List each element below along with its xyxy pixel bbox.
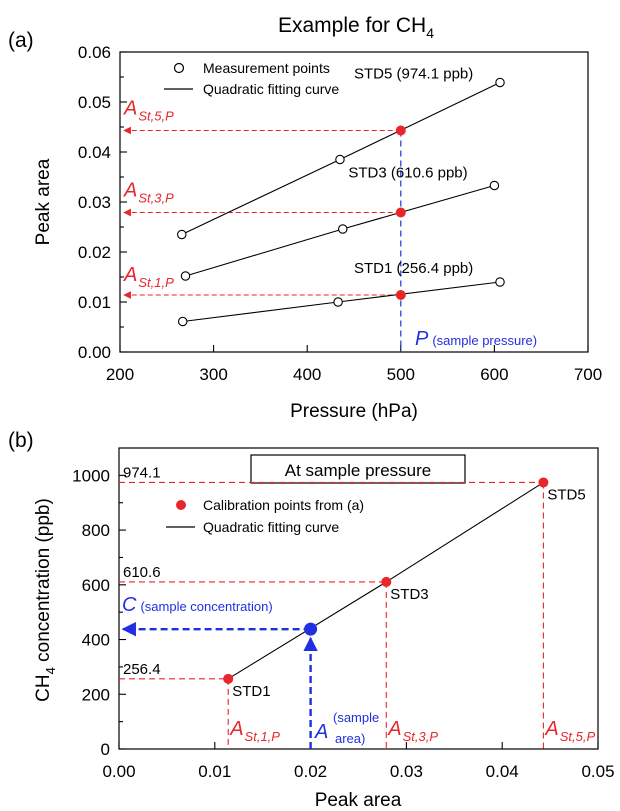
measurement-point bbox=[177, 316, 188, 327]
reference-area-label: ASt,5,P bbox=[544, 718, 595, 744]
panel-a-y-ticks: 0.00 0.01 0.02 0.03 0.04 0.05 0.06 bbox=[78, 43, 127, 362]
panel-a-y-tick-label: 0.03 bbox=[78, 193, 111, 212]
sample-pressure-label: P (sample pressure) bbox=[415, 328, 537, 350]
sample-area-note-1: (sample bbox=[333, 710, 379, 725]
panel-b-y-tick-label: 600 bbox=[82, 576, 110, 595]
panel-a-x-tick-label: 400 bbox=[293, 365, 321, 384]
panel-a-y-axis-label: Peak area bbox=[33, 158, 54, 245]
measurement-point bbox=[333, 297, 343, 307]
panel-a-legend-markers-text: Measurement points bbox=[203, 60, 330, 76]
panel-b-x-axis-label: Peak area bbox=[315, 790, 402, 811]
panel-b-x-tick-label: 0.02 bbox=[294, 762, 327, 781]
panel-b-x-tick-label: 0.05 bbox=[581, 762, 614, 781]
panel-a-x-tick-label: 600 bbox=[480, 365, 508, 384]
calibration-point bbox=[538, 477, 549, 488]
value-label: 256.4 bbox=[123, 661, 161, 678]
panel-b-box-title-frame bbox=[250, 454, 466, 484]
panel-a-x-tick-label: 700 bbox=[574, 365, 602, 384]
panel-a-x-ticks: 200 300 400 500 600 700 bbox=[106, 345, 602, 384]
point-label: STD3 bbox=[390, 586, 428, 603]
measurement-point bbox=[335, 154, 345, 165]
panel-b-x-tick-label: 0.04 bbox=[486, 762, 519, 781]
panel-b-plot-frame bbox=[118, 447, 599, 750]
sample-concentration-label: C (sample concentration) bbox=[122, 594, 273, 616]
reference-area-label: ASt,1,P bbox=[229, 718, 280, 744]
panel-b-x-tick-label: 0.00 bbox=[102, 762, 135, 781]
panel-a-x-tick-label: 300 bbox=[199, 365, 227, 384]
calibration-point bbox=[381, 576, 392, 587]
reference-area-label: ASt,3,P bbox=[123, 180, 174, 206]
panel-a-x-tick-label: 500 bbox=[387, 365, 415, 384]
measurement-point bbox=[180, 271, 191, 281]
reference-area-label: ASt,5,P bbox=[123, 98, 174, 124]
panel-b-label: (b) bbox=[8, 429, 34, 452]
sample-area-symbol: A bbox=[314, 721, 328, 743]
panel-a-reference-labels: STD5 (974.1 ppb) ASt,5,P STD3 (610.6 ppb) A… bbox=[123, 66, 473, 291]
measurement-point bbox=[177, 229, 187, 240]
value-label: 610.6 bbox=[123, 564, 161, 581]
panel-b-y-tick-label: 200 bbox=[82, 685, 110, 704]
panel-a-title: Example for CH4 bbox=[278, 14, 434, 41]
panel-a-y-tick-label: 0.05 bbox=[78, 93, 111, 112]
panel-b-y-tick-label: 1000 bbox=[72, 466, 110, 485]
panel-a-x-tick-label: 200 bbox=[106, 365, 134, 384]
panel-a-y-tick-label: 0.02 bbox=[78, 243, 111, 262]
panel-a-legend-line-text: Quadratic fitting curve bbox=[203, 81, 339, 97]
calibration-point bbox=[223, 673, 234, 684]
panel-a-y-tick-label: 0.01 bbox=[78, 293, 111, 312]
panel-b-labels: 256.4 STD1 ASt,1,P 610.6 STD3 ASt,3,P 974.1 STD… bbox=[123, 464, 595, 744]
panel-a-y-tick-label: 0.00 bbox=[78, 343, 111, 362]
point-label: STD5 bbox=[547, 486, 585, 503]
panel-b-y-tick-label: 800 bbox=[82, 521, 110, 540]
measurement-point bbox=[338, 224, 348, 234]
series-label: STD1 (256.4 ppb) bbox=[354, 260, 473, 277]
panel-b-x-ticks: 0.00 0.01 0.02 0.03 0.04 0.05 bbox=[102, 742, 615, 781]
panel-b-x-tick-label: 0.01 bbox=[198, 762, 231, 781]
panel-a-series bbox=[177, 77, 505, 327]
panel-a-x-axis-label: Pressure (hPa) bbox=[290, 401, 418, 422]
panel-a-guides bbox=[123, 126, 402, 352]
panel-b-legend-markers-text: Calibration points from (a) bbox=[203, 497, 364, 513]
value-label: 974.1 bbox=[123, 464, 161, 481]
panel-a-plot-frame bbox=[119, 51, 589, 353]
point-label: STD1 bbox=[232, 683, 270, 700]
panel-b-series bbox=[223, 477, 549, 684]
panel-a: (a) Example for CH4 200 300 400 500 600 700 0… bbox=[8, 14, 602, 422]
measurement-point bbox=[495, 77, 505, 88]
measurement-point bbox=[495, 277, 505, 287]
panel-b-x-tick-label: 0.03 bbox=[390, 762, 423, 781]
panel-b-legend-line-text: Quadratic fitting curve bbox=[203, 519, 339, 535]
panel-a-y-tick-label: 0.06 bbox=[78, 43, 111, 62]
panel-b-y-axis-label: CH4 concentration (ppb) bbox=[33, 498, 58, 702]
panel-b-y-tick-label: 400 bbox=[82, 631, 110, 650]
panel-b-y-ticks: 0 200 400 600 800 1000 bbox=[72, 466, 126, 759]
sample-pressure-point bbox=[395, 207, 406, 218]
series-label: STD3 (610.6 ppb) bbox=[348, 165, 467, 182]
measurement-point bbox=[489, 180, 500, 191]
panel-b: (b) 0.00 0.01 0.02 0.03 0.04 0.05 0 200 400 600 8… bbox=[8, 429, 615, 811]
sample-area-note-2: area) bbox=[335, 731, 365, 746]
panel-b-legend-marker bbox=[176, 500, 186, 510]
panel-b-box-title: At sample pressure bbox=[285, 461, 431, 480]
panel-b-guides bbox=[119, 481, 544, 749]
panel-b-y-tick-label: 0 bbox=[101, 740, 110, 759]
reference-area-label: ASt,3,P bbox=[387, 718, 438, 744]
series-label: STD5 (974.1 ppb) bbox=[354, 66, 473, 83]
panel-a-y-tick-label: 0.04 bbox=[78, 143, 111, 162]
panel-a-legend-marker bbox=[173, 62, 185, 74]
reference-area-label: ASt,1,P bbox=[123, 264, 174, 290]
sample-point bbox=[304, 622, 318, 636]
sample-pressure-point bbox=[395, 125, 406, 136]
sample-pressure-point bbox=[395, 290, 406, 300]
panel-a-label: (a) bbox=[8, 29, 34, 52]
